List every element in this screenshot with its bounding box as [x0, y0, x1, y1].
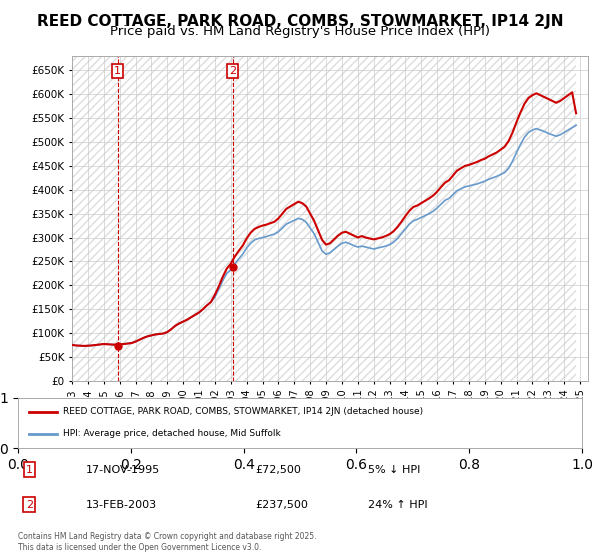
Text: 2: 2 [229, 66, 236, 76]
Text: Contains HM Land Registry data © Crown copyright and database right 2025.
This d: Contains HM Land Registry data © Crown c… [18, 532, 317, 552]
Text: 13-FEB-2003: 13-FEB-2003 [86, 500, 157, 510]
Text: 1: 1 [26, 465, 33, 475]
Text: £72,500: £72,500 [255, 465, 301, 475]
Text: 17-NOV-1995: 17-NOV-1995 [86, 465, 160, 475]
Text: 5% ↓ HPI: 5% ↓ HPI [368, 465, 420, 475]
Text: 1: 1 [114, 66, 121, 76]
Text: 2: 2 [26, 500, 33, 510]
Text: REED COTTAGE, PARK ROAD, COMBS, STOWMARKET, IP14 2JN: REED COTTAGE, PARK ROAD, COMBS, STOWMARK… [37, 14, 563, 29]
Text: £237,500: £237,500 [255, 500, 308, 510]
Text: Price paid vs. HM Land Registry's House Price Index (HPI): Price paid vs. HM Land Registry's House … [110, 25, 490, 38]
Text: REED COTTAGE, PARK ROAD, COMBS, STOWMARKET, IP14 2JN (detached house): REED COTTAGE, PARK ROAD, COMBS, STOWMARK… [63, 407, 423, 416]
Text: 24% ↑ HPI: 24% ↑ HPI [368, 500, 427, 510]
Text: HPI: Average price, detached house, Mid Suffolk: HPI: Average price, detached house, Mid … [63, 430, 281, 438]
